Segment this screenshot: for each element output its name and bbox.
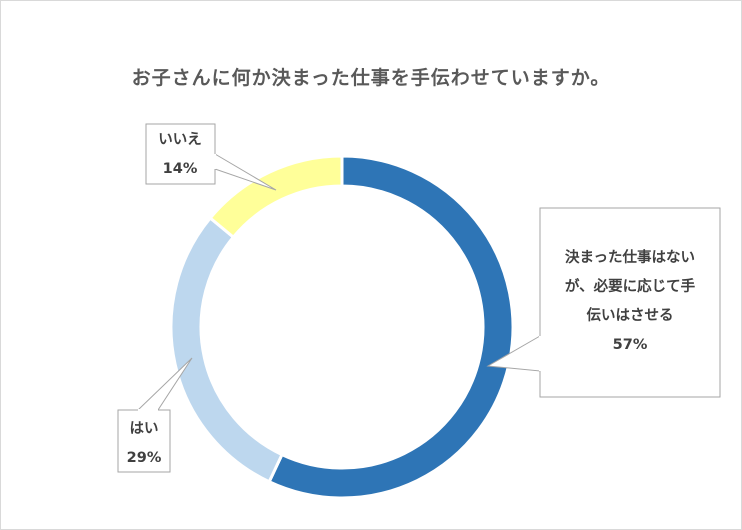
donut-slice-2 — [208, 154, 344, 240]
data-label-slice-0: 決まった仕事はない が、必要に応じて手 伝いはさせる 57% — [540, 244, 720, 360]
data-label-pct: 29% — [126, 450, 162, 466]
chart-title: お子さんに何か決まった仕事を手伝わせていますか。 — [131, 67, 611, 89]
callout-box-0 — [539, 207, 721, 398]
donut-slice-1 — [169, 215, 284, 484]
data-label-line: 伝いはさせる — [586, 308, 674, 324]
callout-box-1 — [117, 409, 171, 473]
data-label-line: はい — [129, 421, 159, 437]
data-label-line: いいえ — [158, 132, 202, 148]
data-label-slice-2: いいえ 14% — [146, 126, 214, 184]
callout-box-2 — [145, 123, 216, 185]
data-label-slice-1: はい 29% — [120, 415, 168, 473]
data-label-line: 決まった仕事はない — [565, 250, 695, 266]
data-label-line: が、必要に応じて手 — [564, 279, 696, 295]
data-label-pct: 57% — [612, 337, 648, 353]
donut-slice-0 — [267, 154, 515, 500]
data-label-pct: 14% — [162, 161, 198, 177]
